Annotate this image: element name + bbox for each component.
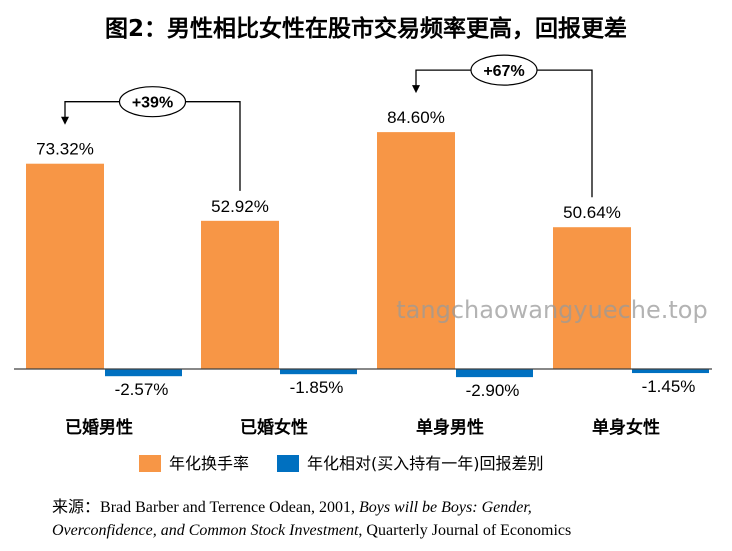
annotation-text-0: +39% (132, 95, 173, 112)
source-authors: Brad Barber and Terrence Odean, 2001, (100, 499, 359, 516)
category-label-0: 已婚男性 (65, 417, 133, 438)
bar-return-diff-3 (632, 369, 709, 374)
legend-label-return-diff: 年化相对(买入持有一年)回报差别 (307, 454, 544, 473)
bar-return-diff-2 (456, 369, 533, 378)
annotation-arrowhead-1 (412, 85, 420, 94)
source-prefix: 来源： (52, 497, 100, 516)
label-return-diff-0: -2.57% (115, 380, 169, 399)
legend: 年化换手率 年化相对(买入持有一年)回报差别 (139, 454, 544, 473)
annotation-arrowhead-0 (61, 116, 69, 125)
chart-title: 图2：男性相比女性在股市交易频率更高，回报更差 (105, 15, 627, 42)
annotation-bubble-1 (470, 54, 538, 86)
legend-swatch-turnover (139, 455, 161, 472)
source-title-part-2: Overconfidence, and Common Stock Investm… (52, 522, 359, 539)
bar-turnover-1 (201, 220, 279, 369)
bar-return-diff-1 (280, 369, 357, 375)
bar-turnover-0 (26, 163, 104, 369)
source-line-1: 来源：Brad Barber and Terrence Odean, 2001,… (52, 497, 532, 516)
category-label-2: 单身男性 (416, 417, 484, 438)
source-title-part-1: Boys will be Boys: Gender, (359, 499, 532, 516)
annotations: +39% +67% (61, 54, 593, 198)
legend-swatch-return-diff (277, 455, 299, 472)
bar-turnover-3 (553, 227, 631, 369)
bar-turnover-2 (377, 132, 455, 369)
label-turnover-0: 73.32% (36, 140, 94, 159)
category-label-3: 单身女性 (592, 417, 660, 438)
annotation-bubble-0 (118, 86, 187, 118)
bar-return-diff-0 (105, 369, 182, 377)
label-turnover-3: 50.64% (563, 203, 621, 222)
label-return-diff-2: -2.90% (466, 381, 520, 400)
label-turnover-1: 52.92% (211, 197, 269, 216)
label-return-diff-3: -1.45% (642, 377, 696, 396)
source-journal: , Quarterly Journal of Economics (358, 522, 571, 539)
annotation-text-1: +67% (483, 63, 524, 80)
category-label-1: 已婚女性 (240, 417, 308, 438)
label-return-diff-1: -1.85% (290, 378, 344, 397)
legend-label-turnover: 年化换手率 (169, 454, 249, 473)
bars-layer (26, 132, 709, 378)
value-labels: 73.32% -2.57% 52.92% -1.85% 84.60% -2.90% 50.6… (36, 108, 695, 400)
category-labels: 已婚男性 已婚女性 单身男性 单身女性 (65, 417, 660, 438)
label-turnover-2: 84.60% (387, 108, 445, 127)
source-line-2: Overconfidence, and Common Stock Investm… (52, 522, 571, 539)
watermark: tangchaowangyueche.top (396, 296, 707, 324)
